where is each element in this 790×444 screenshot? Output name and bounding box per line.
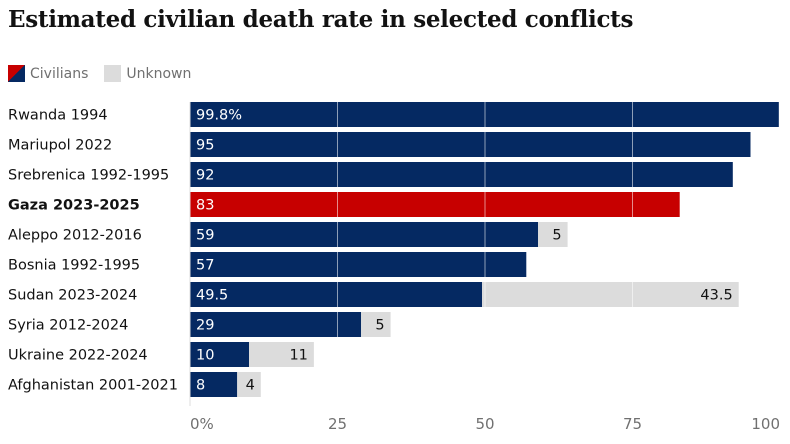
legend: Civilians Unknown <box>8 65 207 82</box>
x-tick-label: 25 <box>328 415 347 433</box>
civilian-bar <box>190 342 249 367</box>
unknown-bar <box>249 342 314 367</box>
civilian-value-label: 29 <box>196 318 214 334</box>
civilian-bar <box>190 132 751 157</box>
unknown-value-label: 4 <box>246 378 255 394</box>
civilian-bar <box>190 282 483 307</box>
civilian-value-label: 99.8% <box>196 108 242 124</box>
civilian-bar <box>190 252 527 277</box>
chart-title: Estimated civilian death rate in selecte… <box>8 6 634 33</box>
category-label: Rwanda 1994 <box>8 108 108 124</box>
unknown-bar <box>538 222 568 247</box>
civilian-value-label: 59 <box>196 228 214 244</box>
civilian-value-label: 83 <box>196 198 214 214</box>
legend-swatch-civilians <box>8 65 25 82</box>
civilian-value-label: 92 <box>196 168 214 184</box>
unknown-bar <box>237 372 261 397</box>
civilian-value-label: 10 <box>196 348 214 364</box>
legend-item-unknown: Unknown <box>104 65 191 82</box>
category-label: Afghanistan 2001-2021 <box>8 378 178 394</box>
civilian-bar <box>190 102 779 127</box>
category-label: Aleppo 2012-2016 <box>8 228 142 244</box>
civilian-value-label: 8 <box>196 378 205 394</box>
unknown-value-label: 43.5 <box>700 288 732 304</box>
legend-label-unknown: Unknown <box>126 65 192 82</box>
category-label: Mariupol 2022 <box>8 138 112 154</box>
civilian-bar <box>190 222 539 247</box>
unknown-value-label: 5 <box>552 228 561 244</box>
civilian-value-label: 57 <box>196 258 214 274</box>
unknown-bar <box>361 312 391 337</box>
civilian-value-label: 95 <box>196 138 214 154</box>
legend-label-civilians: Civilians <box>30 65 89 82</box>
legend-item-civilians: Civilians <box>8 65 88 82</box>
x-tick-label: 0% <box>190 415 214 433</box>
legend-swatch-unknown <box>104 65 122 82</box>
civilian-bar <box>190 162 733 187</box>
unknown-value-label: 11 <box>289 348 307 364</box>
unknown-value-label: 5 <box>375 318 384 334</box>
x-tick-label: 75 <box>623 415 642 433</box>
x-tick-label: 100 <box>751 415 780 433</box>
civilian-value-label: 49.5 <box>196 288 228 304</box>
category-label: Gaza 2023-2025 <box>8 198 140 214</box>
x-tick-label: 50 <box>475 415 494 433</box>
category-label: Syria 2012-2024 <box>8 318 128 334</box>
civilian-bar <box>190 372 238 397</box>
civilian-bar <box>190 192 680 217</box>
category-label: Bosnia 1992-1995 <box>8 258 140 274</box>
unknown-bar <box>482 282 739 307</box>
category-label: Srebrenica 1992-1995 <box>8 168 169 184</box>
civilian-bar <box>190 312 362 337</box>
category-label: Sudan 2023-2024 <box>8 288 137 304</box>
category-label: Ukraine 2022-2024 <box>8 348 148 364</box>
